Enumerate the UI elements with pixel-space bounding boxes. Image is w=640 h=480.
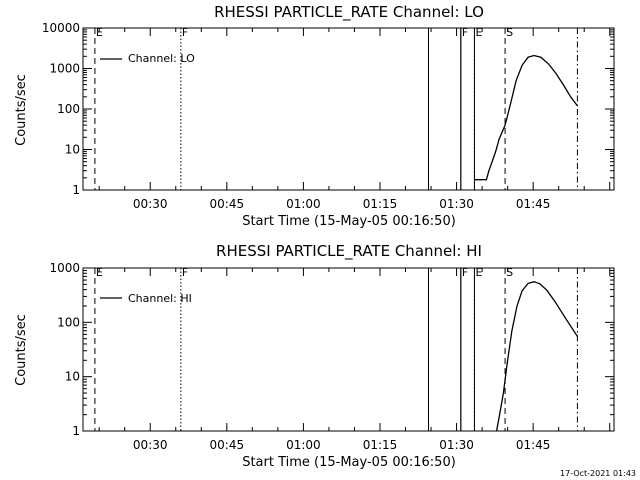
plot-frame [82, 267, 615, 432]
event-marker-label: E [475, 266, 482, 279]
y-axis-label: Counts/sec [14, 74, 29, 146]
data-point [527, 56, 529, 58]
data-point [533, 281, 535, 283]
data-point [504, 124, 506, 126]
data-point [570, 96, 572, 98]
event-marker-label: S [506, 26, 513, 39]
event-marker-label: E [96, 266, 103, 279]
data-point [548, 63, 549, 65]
x-tick-label: 01:15 [363, 438, 398, 452]
data-point [511, 330, 513, 332]
data-point [563, 85, 565, 86]
data-point [515, 80, 517, 82]
x-tick-label: 00:30 [133, 197, 168, 211]
y-tick-label: 1000 [49, 62, 80, 76]
x-tick-label: 01:45 [516, 197, 551, 211]
data-point [474, 179, 475, 181]
y-tick-label: 10 [65, 370, 80, 384]
y-tick-label: 1 [72, 183, 80, 197]
event-marker-label: E [475, 26, 482, 39]
data-point [577, 105, 578, 107]
x-tick-label: 01:30 [439, 197, 474, 211]
y-axis-label: Counts/sec [14, 314, 29, 386]
x-tick-label: 00:45 [210, 197, 245, 211]
event-marker-label: F [182, 266, 188, 279]
data-point [521, 290, 523, 292]
data-point [507, 359, 509, 361]
y-tick-label: 1000 [49, 261, 80, 275]
data-point [540, 56, 542, 58]
chart-title: RHESSI PARTICLE_RATE Channel: LO [214, 3, 484, 22]
event-marker-label: E [96, 26, 103, 39]
data-point [499, 411, 501, 413]
x-tick-label: 00:30 [133, 438, 168, 452]
y-tick-label: 100 [57, 102, 80, 116]
timestamp-label: 17-Oct-2021 01:43 [560, 469, 636, 478]
data-point [533, 55, 535, 56]
data-point [539, 283, 541, 285]
data-point [495, 150, 497, 152]
data-point [561, 312, 563, 314]
data-point [510, 101, 512, 103]
y-tick-label: 100 [57, 315, 80, 329]
data-point [521, 64, 523, 66]
data-point [488, 170, 490, 172]
data-point [546, 289, 548, 291]
x-axis-label: Start Time (15-May-05 00:16:50) [242, 455, 456, 470]
data-point [527, 283, 529, 284]
y-tick-label: 10 [65, 143, 80, 157]
legend-label: Channel: LO [128, 52, 195, 65]
data-point [498, 138, 500, 140]
data-point [485, 179, 487, 181]
x-tick-label: 01:30 [439, 438, 474, 452]
series-line [474, 54, 578, 181]
data-point [554, 300, 555, 302]
x-tick-label: 01:15 [363, 197, 398, 211]
x-tick-label: 01:45 [516, 438, 551, 452]
x-tick-label: 01:00 [286, 438, 321, 452]
series-line [495, 281, 578, 432]
y-tick-label: 10000 [42, 21, 80, 35]
data-point [502, 392, 504, 394]
data-point [569, 324, 571, 326]
data-point [496, 430, 497, 432]
chart-panel-hi: RHESSI PARTICLE_RATE Channel: HI Start T… [14, 242, 615, 470]
event-marker-label: S [506, 266, 513, 279]
y-tick-label: 1 [72, 424, 80, 438]
data-point [491, 163, 492, 164]
x-axis-label: Start Time (15-May-05 00:16:50) [242, 214, 456, 229]
legend-label: Channel: HI [128, 292, 192, 305]
event-marker-label: F [182, 26, 188, 39]
chart-title: RHESSI PARTICLE_RATE Channel: HI [216, 242, 482, 261]
event-marker-label: F [462, 26, 468, 39]
event-marker-label: F [462, 266, 468, 279]
x-tick-label: 00:45 [210, 438, 245, 452]
chart-panel-lo: RHESSI PARTICLE_RATE Channel: LO Start T… [14, 3, 615, 229]
data-point [577, 336, 578, 337]
data-point [516, 305, 518, 307]
data-point [555, 73, 557, 74]
x-tick-label: 01:00 [286, 197, 321, 211]
